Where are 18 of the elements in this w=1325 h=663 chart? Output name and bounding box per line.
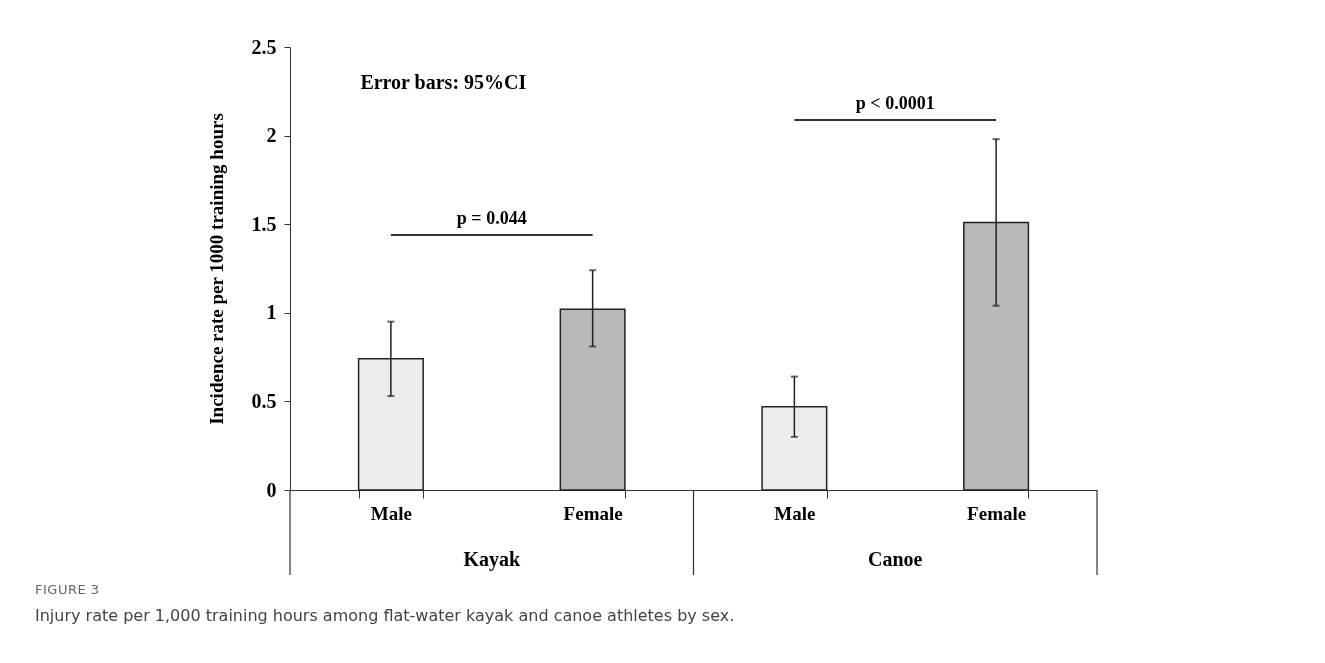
annotation: p = 0.044 — [456, 208, 527, 228]
annotation: p < 0.0001 — [855, 93, 935, 113]
x-tick-label: Female — [967, 502, 1027, 524]
y-tick-label: 2.5 — [251, 35, 277, 58]
x-tick-label: Male — [774, 502, 816, 524]
y-tick-label: 1.5 — [251, 212, 277, 235]
y-tick-label: 0.5 — [251, 389, 277, 412]
x-tick-label: Male — [370, 502, 412, 524]
text: Kayak — [463, 548, 521, 571]
y-tick-label: 1 — [266, 301, 277, 324]
y-tick-label: 0 — [266, 478, 277, 501]
text: Injury rate per 1,000 training hours among flat-water kayak and canoe athletes by sex. — [35, 606, 735, 625]
caption: FIGURE 3 — [35, 582, 100, 597]
text: Canoe — [868, 548, 923, 570]
y-axis-title: Incidence rate per 1000 training hours — [205, 113, 227, 425]
y-tick-label: 2 — [266, 124, 277, 147]
x-tick-label: Female — [563, 502, 623, 524]
annotation: Error bars: 95%CI — [360, 71, 527, 93]
